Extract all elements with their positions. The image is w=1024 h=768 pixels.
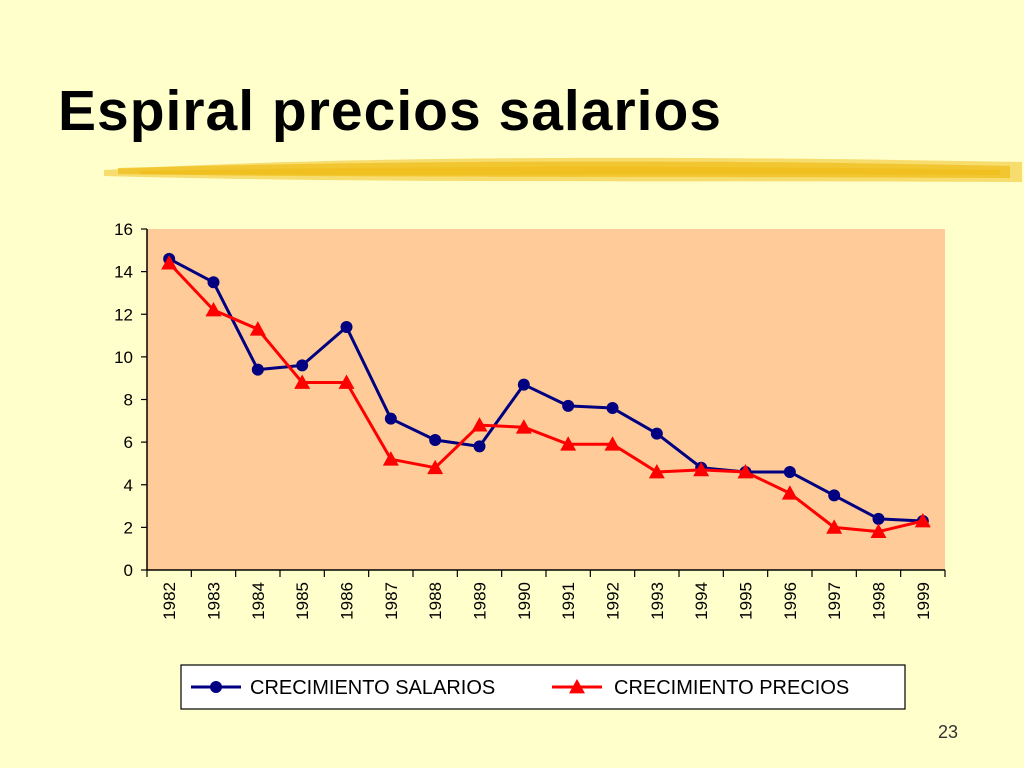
legend-label: CRECIMIENTO SALARIOS bbox=[250, 677, 495, 699]
y-tick-label: 12 bbox=[114, 305, 133, 324]
x-tick-label: 1983 bbox=[205, 582, 224, 620]
data-point bbox=[560, 436, 577, 451]
series-layer bbox=[161, 252, 931, 539]
data-point bbox=[427, 459, 444, 475]
data-point bbox=[517, 378, 530, 391]
data-point bbox=[473, 440, 486, 453]
data-point bbox=[604, 436, 621, 451]
x-tick-label: 1996 bbox=[781, 582, 800, 620]
data-point bbox=[562, 399, 575, 412]
legend: CRECIMIENTO SALARIOS CRECIMIENTO PRECIOS bbox=[180, 664, 906, 710]
slide-title: Espiral precios salarios bbox=[58, 79, 722, 143]
x-tick-label: 1982 bbox=[160, 582, 179, 620]
page-number: 23 bbox=[937, 722, 958, 742]
data-point bbox=[429, 433, 442, 446]
data-point bbox=[384, 412, 397, 425]
x-tick-label: 1986 bbox=[338, 582, 357, 620]
plot-area bbox=[147, 229, 945, 570]
x-tick-label: 1993 bbox=[648, 582, 667, 620]
data-point bbox=[781, 485, 798, 500]
y-tick-label: 14 bbox=[114, 263, 133, 282]
data-point bbox=[783, 465, 796, 478]
x-tick-label: 1990 bbox=[515, 582, 534, 620]
x-tick-label: 1995 bbox=[737, 582, 756, 620]
y-tick-label: 6 bbox=[124, 433, 133, 452]
legend-marker bbox=[210, 681, 222, 693]
data-point bbox=[870, 523, 887, 539]
data-point bbox=[294, 374, 311, 389]
x-tick-label: 1984 bbox=[249, 582, 268, 620]
data-point bbox=[296, 359, 309, 372]
data-point bbox=[826, 519, 843, 534]
y-tick-label: 2 bbox=[124, 518, 133, 537]
y-tick-label: 4 bbox=[124, 476, 133, 495]
data-point bbox=[648, 463, 665, 479]
data-point bbox=[249, 321, 266, 336]
series-line bbox=[168, 257, 923, 523]
data-point bbox=[650, 427, 663, 440]
data-point bbox=[828, 489, 841, 502]
data-point bbox=[737, 463, 754, 479]
x-tick-label: 1988 bbox=[426, 582, 445, 620]
data-point bbox=[606, 402, 619, 415]
chart-axes: 0 2 4 6 8 10 12 14 16 1982 1983 1984 1985 1986 1987 198… bbox=[114, 220, 946, 620]
x-tick-label: 1997 bbox=[825, 582, 844, 620]
x-tick-label: 1987 bbox=[382, 582, 401, 620]
data-point bbox=[340, 321, 353, 334]
y-tick-label: 0 bbox=[124, 561, 133, 580]
data-point bbox=[251, 363, 264, 376]
title-underline-brush bbox=[104, 157, 1022, 182]
legend-box bbox=[180, 664, 906, 710]
series-precios bbox=[161, 255, 931, 539]
data-point bbox=[161, 255, 178, 270]
x-tick-label: 1991 bbox=[559, 582, 578, 620]
x-tick-label: 1999 bbox=[914, 582, 933, 620]
y-tick-label: 8 bbox=[124, 391, 133, 410]
data-point bbox=[515, 419, 532, 434]
legend-marker bbox=[569, 679, 585, 694]
x-tick-label: 1992 bbox=[604, 582, 623, 620]
data-point bbox=[205, 301, 222, 317]
x-tick-label: 1989 bbox=[471, 582, 490, 620]
data-point bbox=[872, 512, 885, 525]
data-point bbox=[382, 451, 399, 466]
data-point bbox=[914, 512, 931, 528]
data-point bbox=[338, 374, 355, 389]
data-point bbox=[471, 417, 488, 432]
legend-label: CRECIMIENTO PRECIOS bbox=[614, 677, 849, 699]
x-tick-label: 1994 bbox=[692, 582, 711, 620]
data-point bbox=[693, 461, 710, 477]
x-tick-label: 1985 bbox=[293, 582, 312, 620]
x-tick-label: 1998 bbox=[870, 582, 889, 620]
y-tick-label: 10 bbox=[114, 348, 133, 367]
y-tick-label: 16 bbox=[114, 220, 133, 239]
data-point bbox=[207, 276, 220, 289]
